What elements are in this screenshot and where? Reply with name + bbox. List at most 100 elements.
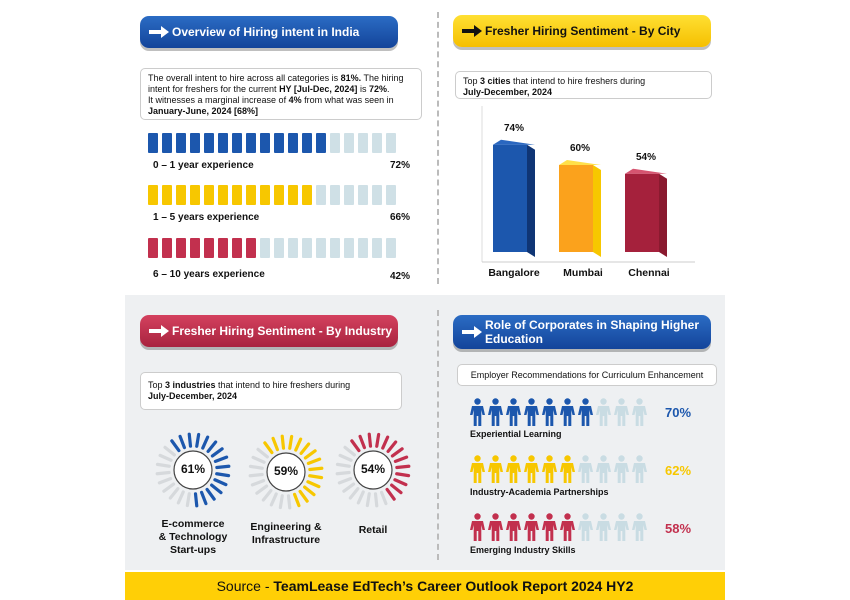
bar-segment-filled: [162, 238, 172, 258]
city-bar-chart: [481, 106, 695, 263]
donut-tick-filled: [306, 457, 322, 465]
donut-tick-empty: [335, 462, 351, 468]
donut-center: [266, 452, 306, 492]
donut-tick-empty: [185, 492, 191, 508]
donut-tick-empty: [278, 494, 284, 510]
donut-tick-filled: [195, 432, 201, 448]
bar-segment-empty: [288, 238, 298, 258]
donut-tick-filled: [385, 487, 396, 501]
donut-tick-filled: [200, 490, 208, 506]
person-icon-empty: [632, 455, 647, 483]
arrow-right-icon: [459, 25, 485, 37]
bar-segment-empty: [358, 238, 368, 258]
industry-donut-chart: [155, 432, 411, 510]
donut-tick-empty: [343, 445, 356, 457]
overview-desc-text: .: [386, 84, 390, 94]
donut-tick-filled: [308, 474, 324, 480]
donut-tick-empty: [158, 453, 173, 462]
arrow-right-icon: [146, 26, 172, 38]
donut-tick-filled: [350, 439, 361, 453]
industry-value: 61%: [180, 462, 206, 476]
industry-desc-bold: 3 industries: [165, 380, 216, 390]
donut-tick-empty: [256, 447, 269, 459]
bar-segment-empty: [344, 238, 354, 258]
overview-desc-bold: 72%: [368, 84, 387, 94]
donut-tick-empty: [269, 492, 278, 507]
experience-value: 72%: [390, 160, 411, 171]
donut-tick-filled: [280, 434, 286, 450]
corporates-title-line: Education: [485, 332, 544, 346]
divider-bottom: [437, 310, 439, 560]
bar-segment-empty: [358, 133, 368, 153]
bar-segment-filled: [176, 133, 186, 153]
city-bar-top: [559, 160, 601, 165]
donut-tick-empty: [365, 492, 371, 508]
experience-label: 1 – 5 years experience: [153, 212, 260, 223]
person-icon-filled: [488, 455, 503, 483]
experience-label: 0 – 1 year experience: [153, 160, 254, 171]
city-description: Top 3 cities that intend to hire fresher…: [455, 71, 712, 99]
donut-tick-empty: [163, 445, 176, 457]
city-bar: [625, 173, 659, 252]
donut-tick-filled: [386, 440, 398, 453]
city-title: Fresher Hiring Sentiment - By City: [485, 24, 681, 38]
donut-tick-filled: [299, 442, 311, 455]
donut-tick-filled: [201, 435, 210, 450]
donut-tick-filled: [381, 435, 390, 450]
corporates-title-line: Role of Corporates in Shaping Higher: [485, 318, 700, 332]
bar-segment-empty: [260, 238, 270, 258]
corporates-title: Role of Corporates in Shaping Higher Edu…: [485, 318, 699, 346]
person-icon-filled: [524, 398, 539, 426]
industry-label: Retail: [323, 524, 423, 537]
bar-segment-filled: [232, 185, 242, 205]
bar-segment-filled: [176, 238, 186, 258]
industry-label-line: Engineering &: [250, 521, 322, 533]
donut-tick-empty: [248, 464, 264, 470]
donut-tick-filled: [170, 439, 181, 453]
industry-value: 59%: [273, 464, 299, 478]
overview-desc-bold: 4%: [288, 95, 302, 105]
donut-tick-filled: [210, 483, 223, 495]
bar-segment-filled: [218, 133, 228, 153]
donut-tick-filled: [367, 432, 373, 448]
industry-label-line: Infrastructure: [251, 534, 321, 546]
overview-desc-text: It witnesses a marginal increase of: [148, 95, 289, 105]
city-desc-bold: July-December, 2024: [463, 87, 553, 97]
donut-tick-empty: [251, 455, 266, 464]
donut-tick-filled: [215, 472, 231, 478]
bar-segment-empty: [316, 238, 326, 258]
donut-tick-filled: [213, 455, 229, 463]
donut-tick-filled: [303, 449, 317, 460]
bar-segment-filled: [218, 185, 228, 205]
overview-desc-text: intent for freshers for the current: [148, 84, 280, 94]
divider-top: [437, 12, 439, 284]
person-icon-filled: [506, 398, 521, 426]
donut-tick-filled: [306, 480, 321, 489]
bar-segment-empty: [274, 238, 284, 258]
person-icon-empty: [578, 455, 593, 483]
industry-value: 54%: [360, 462, 386, 476]
recommendation-value: 70%: [665, 405, 692, 420]
donut-tick-filled: [390, 447, 404, 458]
city-bar-side: [593, 165, 601, 257]
donut-tick-filled: [303, 485, 316, 497]
industry-label: Engineering & Infrastructure: [236, 521, 336, 547]
person-icon-filled: [542, 455, 557, 483]
experience-bar-0: [148, 133, 396, 153]
experience-label: 6 – 10 years experience: [153, 269, 265, 280]
person-icon-filled: [506, 455, 521, 483]
person-icon-filled: [578, 398, 593, 426]
bar-segment-empty: [372, 238, 382, 258]
donut-tick-filled: [308, 466, 324, 472]
overview-desc-text: is: [357, 84, 369, 94]
experience-bar-1: [148, 185, 396, 205]
person-icon-filled: [470, 455, 485, 483]
overview-desc-bold: January-June, 2024 [68%]: [148, 106, 259, 116]
footer-source: TeamLease EdTech’s Career Outlook Report…: [273, 578, 634, 594]
bar-segment-filled: [288, 133, 298, 153]
donut-tick-filled: [294, 437, 303, 452]
bar-segment-filled: [232, 133, 242, 153]
person-icon-empty: [614, 398, 629, 426]
infographic: Overview of Hiring intent in India The o…: [125, 0, 725, 600]
donut-tick-empty: [373, 492, 379, 508]
